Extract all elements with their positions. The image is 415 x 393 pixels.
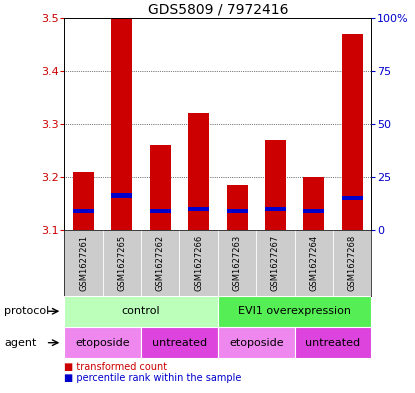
- Bar: [303, 209, 325, 213]
- Bar: [218, 327, 295, 358]
- Text: GSM1627264: GSM1627264: [309, 235, 318, 291]
- Text: untreated: untreated: [305, 338, 361, 348]
- Bar: [73, 209, 94, 213]
- Text: GSM1627268: GSM1627268: [348, 235, 357, 291]
- Text: EVI1 overexpression: EVI1 overexpression: [238, 306, 351, 316]
- Bar: [150, 145, 171, 230]
- Text: GSM1627267: GSM1627267: [271, 235, 280, 291]
- Text: GSM1627261: GSM1627261: [79, 235, 88, 291]
- Bar: [342, 196, 363, 200]
- Title: GDS5809 / 7972416: GDS5809 / 7972416: [148, 2, 288, 17]
- Bar: [141, 327, 218, 358]
- Text: GSM1627266: GSM1627266: [194, 235, 203, 291]
- Bar: [188, 207, 209, 211]
- Text: untreated: untreated: [152, 338, 207, 348]
- Text: etoposide: etoposide: [229, 338, 283, 348]
- Bar: [265, 140, 286, 230]
- Text: ■ transformed count: ■ transformed count: [64, 362, 167, 372]
- Text: control: control: [122, 306, 161, 316]
- Text: etoposide: etoposide: [76, 338, 130, 348]
- Text: agent: agent: [4, 338, 37, 348]
- Text: GSM1627263: GSM1627263: [232, 235, 242, 291]
- Bar: [64, 327, 141, 358]
- Text: protocol: protocol: [4, 306, 49, 316]
- Text: ■ percentile rank within the sample: ■ percentile rank within the sample: [64, 373, 242, 383]
- Bar: [188, 113, 209, 230]
- Bar: [227, 209, 248, 213]
- Bar: [295, 327, 371, 358]
- Bar: [111, 193, 132, 198]
- Bar: [111, 18, 132, 230]
- Bar: [73, 171, 94, 230]
- Bar: [265, 207, 286, 211]
- Bar: [227, 185, 248, 230]
- Bar: [150, 209, 171, 213]
- Bar: [342, 33, 363, 230]
- Bar: [218, 296, 371, 327]
- Bar: [303, 177, 325, 230]
- Bar: [64, 296, 218, 327]
- Text: GSM1627262: GSM1627262: [156, 235, 165, 291]
- Text: GSM1627265: GSM1627265: [117, 235, 127, 291]
